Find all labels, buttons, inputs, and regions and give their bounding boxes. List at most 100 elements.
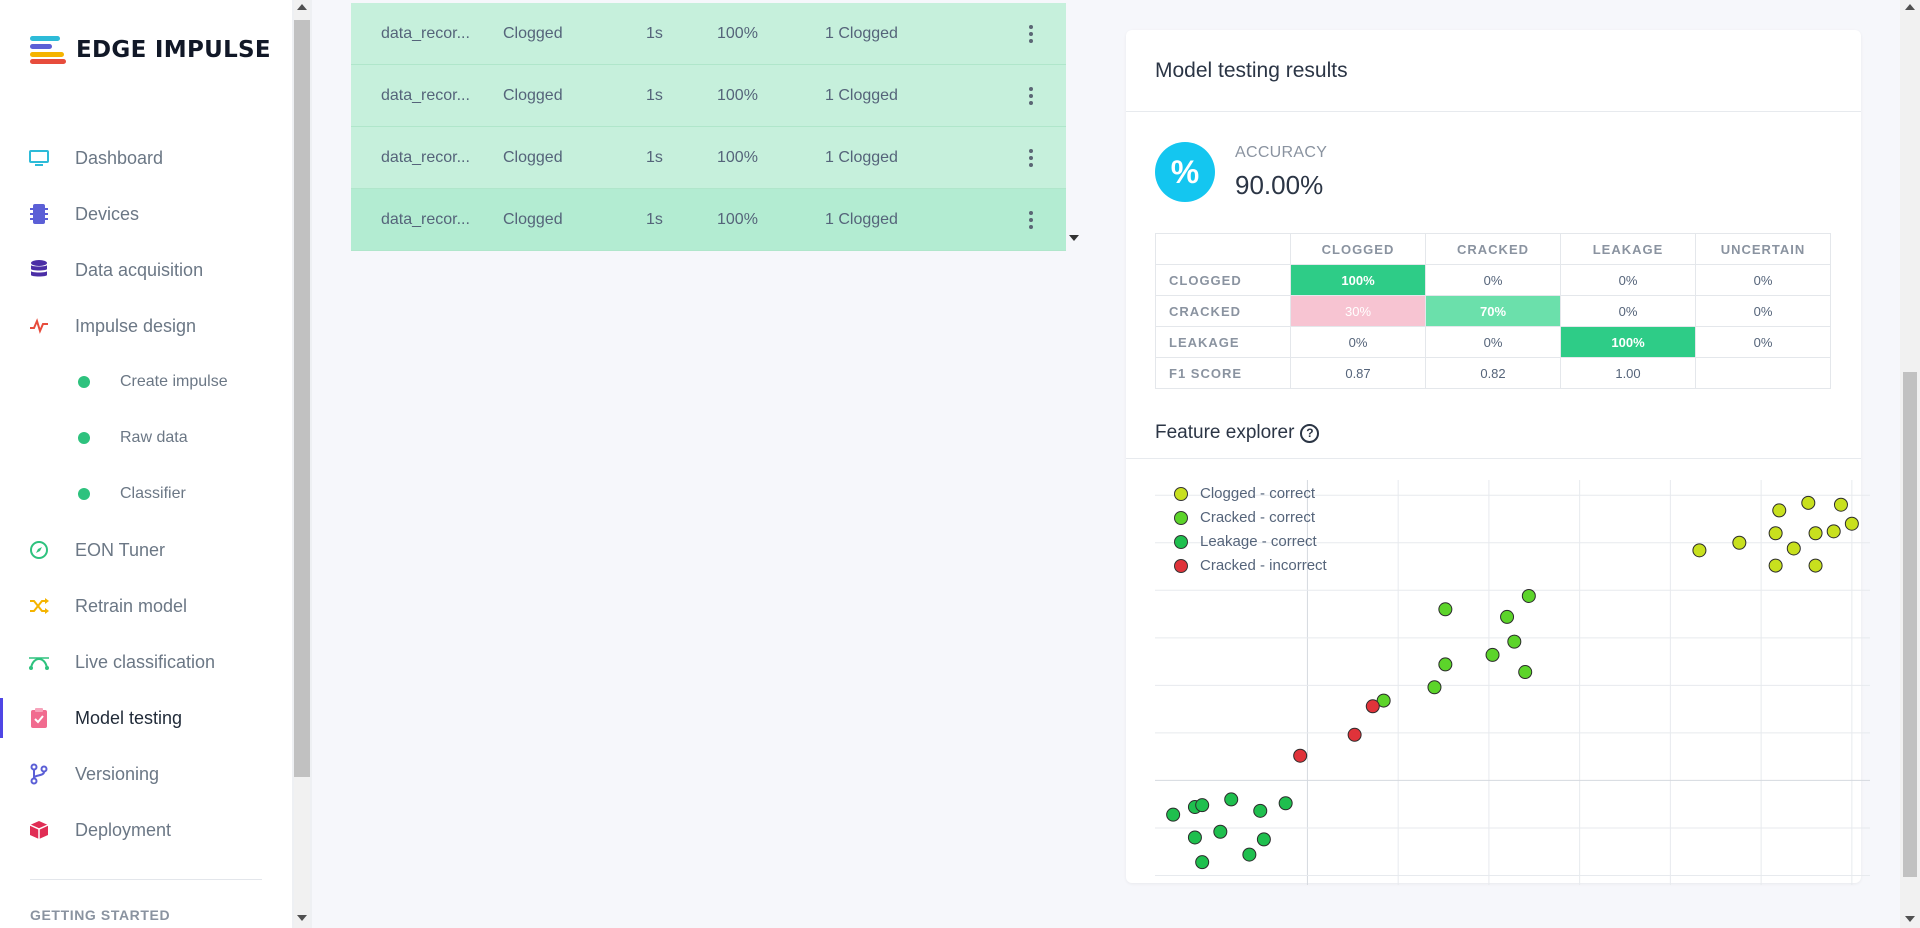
help-icon[interactable]: ? [1300, 423, 1320, 443]
page-scrollbar-thumb[interactable] [1903, 372, 1917, 877]
data-point[interactable] [1253, 803, 1268, 818]
data-point[interactable] [1438, 602, 1453, 617]
data-point[interactable] [1786, 541, 1801, 556]
page-scrollbar[interactable] [1900, 0, 1920, 928]
data-point[interactable] [1772, 503, 1787, 518]
table-row[interactable]: data_recor... Clogged 1s 100% 1 Clogged [351, 127, 1066, 189]
data-point[interactable] [1195, 855, 1210, 870]
logo-text: EDGE IMPULSE [76, 37, 271, 63]
data-point[interactable] [1224, 792, 1239, 807]
feature-explorer-plot[interactable]: Clogged - correct Cracked - correct Leak… [1155, 480, 1870, 885]
data-point[interactable] [1768, 526, 1783, 541]
matrix-cell: 0% [1425, 264, 1561, 296]
sample-result: 1 Clogged [825, 211, 898, 228]
confusion-matrix-row: LEAKAGE 0% 0% 100% 0% [1155, 326, 1831, 358]
data-point[interactable] [1376, 693, 1391, 708]
sidebar-scrollbar-thumb[interactable] [294, 20, 310, 777]
data-point[interactable] [1808, 526, 1823, 541]
sidebar-item-impulse-design[interactable]: Impulse design [0, 306, 292, 346]
row-header: CRACKED [1155, 295, 1291, 327]
sidebar-item-eon-tuner[interactable]: EON Tuner [0, 530, 292, 570]
table-row[interactable]: data_recor... Clogged 1s 100% 1 Clogged [351, 3, 1066, 65]
data-point[interactable] [1844, 516, 1859, 531]
scroll-down-arrow-icon[interactable] [1905, 916, 1915, 922]
table-row[interactable]: data_recor... Clogged 1s 100% 1 Clogged [351, 65, 1066, 127]
data-point[interactable] [1801, 495, 1816, 510]
legend-swatch [1174, 534, 1188, 549]
sidebar-item-devices[interactable]: Devices [0, 194, 292, 234]
scroll-down-arrow-icon[interactable] [297, 915, 307, 921]
data-point[interactable] [1278, 796, 1293, 811]
legend-item[interactable]: Cracked - incorrect [1155, 557, 1327, 574]
sidebar-item-data-acquisition[interactable]: Data acquisition [0, 250, 292, 290]
pulse-icon [28, 315, 50, 337]
sidebar-item-raw-data[interactable]: Raw data [0, 418, 292, 458]
sidebar-item-classifier[interactable]: Classifier [0, 474, 292, 514]
model-testing-results-card: Model testing results % ACCURACY 90.00% … [1126, 30, 1870, 885]
column-header: LEAKAGE [1560, 233, 1696, 265]
legend-item[interactable]: Clogged - correct [1155, 485, 1315, 502]
column-header: CRACKED [1425, 233, 1561, 265]
data-point[interactable] [1242, 847, 1257, 862]
card-title: Model testing results [1155, 59, 1348, 82]
logo[interactable]: EDGE IMPULSE [30, 36, 271, 64]
data-point[interactable] [1195, 798, 1210, 813]
data-point[interactable] [1732, 535, 1747, 550]
sidebar-item-model-testing[interactable]: Model testing [0, 698, 292, 738]
matrix-cell: 0% [1695, 295, 1831, 327]
matrix-cell: 70% [1425, 295, 1561, 327]
data-point[interactable] [1347, 727, 1362, 742]
more-vertical-icon[interactable] [1021, 84, 1041, 108]
package-icon [28, 819, 50, 841]
legend-label: Cracked - correct [1200, 509, 1316, 526]
data-point[interactable] [1826, 524, 1841, 539]
scroll-up-arrow-icon[interactable] [297, 4, 307, 10]
data-point[interactable] [1166, 807, 1181, 822]
data-point[interactable] [1293, 748, 1308, 763]
table-scroll-down-arrow-icon[interactable] [1069, 235, 1079, 241]
data-point[interactable] [1187, 830, 1202, 845]
data-point[interactable] [1427, 680, 1442, 695]
f1-cell: 1.00 [1560, 357, 1696, 389]
feature-explorer-scatter[interactable] [1155, 480, 1870, 885]
data-point[interactable] [1365, 699, 1380, 714]
more-vertical-icon[interactable] [1021, 208, 1041, 232]
sample-name: data_recor... [381, 149, 470, 166]
sidebar-item-dashboard[interactable]: Dashboard [0, 138, 292, 178]
sidebar-item-live-classification[interactable]: Live classification [0, 642, 292, 682]
sample-label: Clogged [503, 25, 563, 42]
scroll-up-arrow-icon[interactable] [1905, 4, 1915, 10]
sample-accuracy: 100% [717, 87, 758, 104]
test-samples-table: data_recor... Clogged 1s 100% 1 Clogged … [351, 0, 1066, 251]
data-point[interactable] [1768, 558, 1783, 573]
sidebar-item-label: Model testing [75, 707, 183, 728]
sidebar-item-create-impulse[interactable]: Create impulse [0, 362, 292, 402]
data-point[interactable] [1692, 543, 1707, 558]
sidebar-item-label: EON Tuner [75, 539, 166, 560]
data-point[interactable] [1833, 497, 1848, 512]
sidebar-item-retrain-model[interactable]: Retrain model [0, 586, 292, 626]
data-point[interactable] [1808, 558, 1823, 573]
sample-name: data_recor... [381, 87, 470, 104]
chip-icon [28, 203, 50, 225]
data-point[interactable] [1500, 609, 1515, 624]
data-point[interactable] [1256, 832, 1271, 847]
more-vertical-icon[interactable] [1021, 146, 1041, 170]
sidebar-item-versioning[interactable]: Versioning [0, 754, 292, 794]
sidebar-scrollbar[interactable] [292, 0, 312, 928]
data-point[interactable] [1518, 665, 1533, 680]
sidebar-item-label: Dashboard [75, 147, 164, 168]
f1-cell: 0.82 [1425, 357, 1561, 389]
legend-item[interactable]: Cracked - correct [1155, 509, 1315, 526]
matrix-cell: 100% [1290, 264, 1426, 296]
sidebar-item-deployment[interactable]: Deployment [0, 810, 292, 850]
sidebar-item-label: Devices [75, 203, 140, 224]
data-point[interactable] [1438, 657, 1453, 672]
data-point[interactable] [1485, 647, 1500, 662]
data-point[interactable] [1213, 824, 1228, 839]
data-point[interactable] [1507, 634, 1522, 649]
table-row[interactable]: data_recor... Clogged 1s 100% 1 Clogged [351, 189, 1066, 251]
more-vertical-icon[interactable] [1021, 22, 1041, 46]
data-point[interactable] [1521, 588, 1536, 603]
legend-item[interactable]: Leakage - correct [1155, 533, 1317, 550]
